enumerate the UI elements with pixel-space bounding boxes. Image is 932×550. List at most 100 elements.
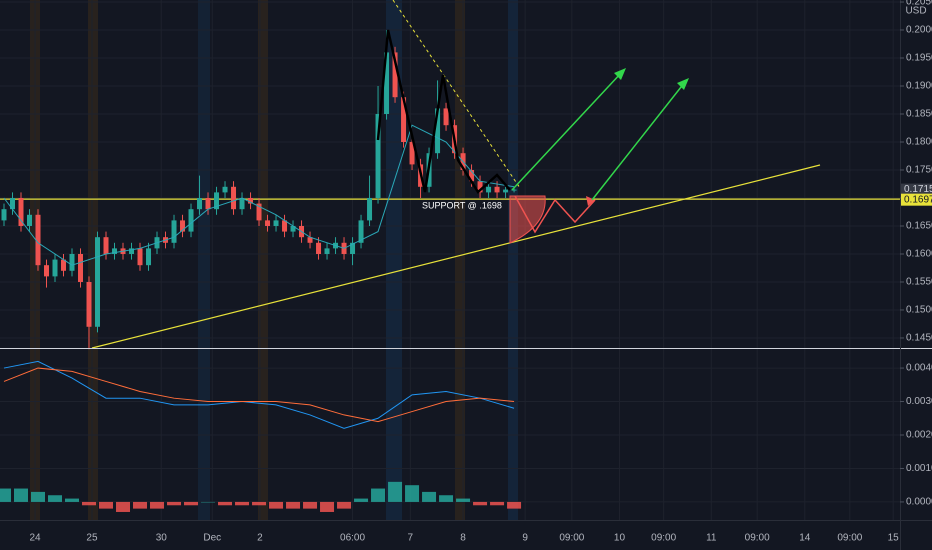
price-label: 0.1697 (904, 194, 932, 205)
macd-line (3, 360, 515, 429)
candle-body (494, 186, 500, 193)
arrow-head (614, 68, 626, 80)
candle-body (180, 220, 186, 232)
session-band (198, 0, 210, 520)
price-label: 0.1715 (904, 184, 932, 195)
axes: 0.14500.15000.15500.16000.16500.17000.17… (29, 0, 932, 544)
candle-body (197, 197, 203, 210)
candle-body (248, 197, 254, 204)
macd-pane (0, 360, 522, 512)
x-tick-label: 09:00 (559, 533, 584, 544)
x-tick-label: 2 (257, 533, 263, 544)
arrow-head (677, 78, 689, 90)
resistance-line (392, 0, 521, 189)
candle-body (171, 220, 177, 243)
histogram-bar (184, 501, 199, 506)
histogram-bar (218, 501, 233, 506)
candle-body (18, 197, 24, 226)
histogram-bar (456, 498, 471, 502)
candle-body (443, 108, 449, 126)
x-tick-label: 8 (460, 533, 466, 544)
histogram-bar (269, 501, 284, 509)
candle-body (392, 52, 398, 98)
candle-body (486, 186, 492, 193)
arrow-head (586, 196, 595, 206)
x-tick-label: 30 (156, 533, 168, 544)
histogram-bar (13, 488, 28, 502)
histogram-bar (320, 501, 335, 512)
histogram-bar (30, 491, 45, 502)
histogram-bar (473, 501, 488, 506)
pattern-zigzag (376, 29, 511, 194)
histogram-bar (82, 501, 97, 506)
histogram-bar (201, 501, 216, 503)
x-tick-label: 15 (888, 533, 900, 544)
candle-body (214, 192, 220, 210)
support-label: SUPPORT @ .1698 (422, 200, 502, 210)
histogram-bar (337, 501, 352, 509)
histogram-bar (48, 495, 63, 502)
candle-body (9, 197, 15, 210)
candle-body (350, 242, 356, 254)
histogram-bar (371, 488, 386, 502)
candle-body (137, 248, 143, 266)
x-tick-label: 7 (408, 533, 414, 544)
x-tick-label: 09:00 (837, 533, 862, 544)
histogram-bar (405, 485, 420, 502)
candle-body (384, 52, 390, 115)
candle-body (103, 237, 109, 254)
candle-body (86, 281, 92, 327)
y-tick-label: 0.2050 (906, 0, 932, 8)
histogram-bar (507, 501, 522, 509)
candle-body (1, 209, 7, 221)
histogram-bar (490, 501, 505, 506)
session-band (386, 0, 402, 520)
price-label-box (901, 183, 932, 196)
drawings (91, 0, 821, 349)
moving-average (3, 124, 515, 266)
histogram-bar (133, 501, 148, 509)
histogram-bar (65, 498, 80, 502)
candle-body (477, 181, 483, 193)
candle-body (503, 189, 509, 193)
x-tick-label: 09:00 (651, 533, 676, 544)
candle-body (307, 237, 313, 243)
x-tick-label: 06:00 (340, 533, 365, 544)
session-band (455, 0, 465, 520)
price-label-box (901, 193, 932, 206)
session-band (88, 0, 98, 520)
target-arrow (511, 71, 623, 191)
candle-body (44, 265, 50, 277)
projection-zigzag (514, 195, 596, 234)
x-tick-label: 9 (522, 533, 528, 544)
histogram-bar (116, 501, 131, 512)
candle-body (35, 214, 41, 266)
histogram-bar (99, 501, 114, 509)
histogram-bar (286, 501, 301, 509)
candle-body (112, 248, 118, 254)
x-tick-label: Dec (203, 533, 221, 544)
candle-body (256, 203, 262, 221)
x-tick-label: 10 (614, 533, 626, 544)
x-tick-label: 11 (706, 533, 717, 544)
x-tick-label: 14 (799, 533, 811, 544)
candle-body (273, 220, 279, 226)
candle-body (61, 259, 67, 271)
candle-body (265, 220, 271, 226)
candle-body (129, 248, 135, 254)
candle-body (282, 220, 288, 232)
x-tick-label: 25 (86, 533, 98, 544)
